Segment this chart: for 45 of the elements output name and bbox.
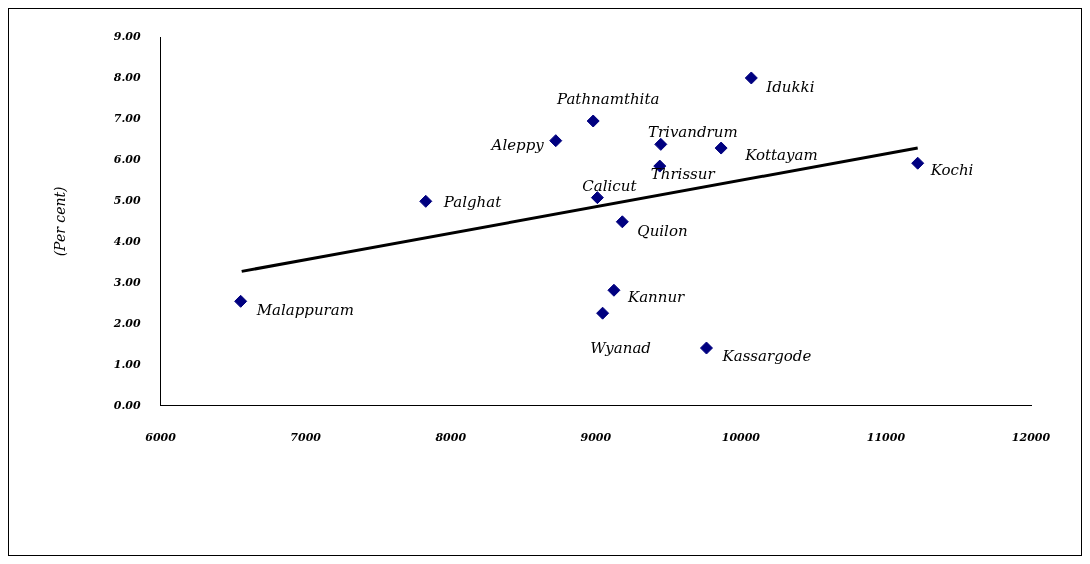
x-tick-label: 9000 [580,431,612,445]
annotation: Palghat [442,193,503,212]
annotation: Pathnamthita [556,89,660,108]
point [615,215,629,229]
y-tick-label: 2.00 [112,316,141,330]
x-tick-label: 6000 [145,431,177,445]
annotation: Trivandrum [647,123,738,142]
y-tick-label: 9.00 [113,29,141,43]
x-tick-label: 10000 [721,431,761,445]
annotation: Wyanad [590,339,651,358]
annotation: Idukki [765,77,815,96]
point [654,137,668,151]
y-tick-label: 6.00 [113,152,141,166]
annotation: Kochi [929,161,974,180]
y-tick-label: 5.00 [113,193,141,207]
point [714,141,728,155]
annotation: Aleppy [489,135,545,154]
annotation: Malappuram [255,301,354,320]
y-tick-label: 8.00 [113,70,141,84]
x-tick-label: 7000 [290,431,322,445]
y-tick-label: 0.00 [113,398,141,412]
point [590,191,604,205]
annotation: Kottayam [744,145,818,164]
x-tick-label: 8000 [435,431,467,445]
annotation: Calicut [582,176,638,195]
point [607,283,621,297]
annotation: Kannur [626,288,686,307]
y-tick-label: 3.00 [113,275,141,289]
annotation: Kassargode [721,346,812,365]
point [911,156,925,170]
point [699,341,713,355]
x-tick-label: 12000 [1011,431,1051,445]
y-axis-title: (Per cent) [52,186,69,257]
point [234,294,248,308]
point [586,114,600,128]
x-tick-label: 11000 [866,431,906,445]
y-tick-label: 7.00 [113,111,141,125]
annotation: Quilon [637,221,688,240]
y-tick-label: 1.00 [113,357,141,371]
point [744,71,758,85]
annotation: Thrissur [650,164,716,183]
point [596,306,610,320]
point [419,194,433,208]
y-tick-label: 4.00 [113,234,141,248]
point [549,134,563,148]
